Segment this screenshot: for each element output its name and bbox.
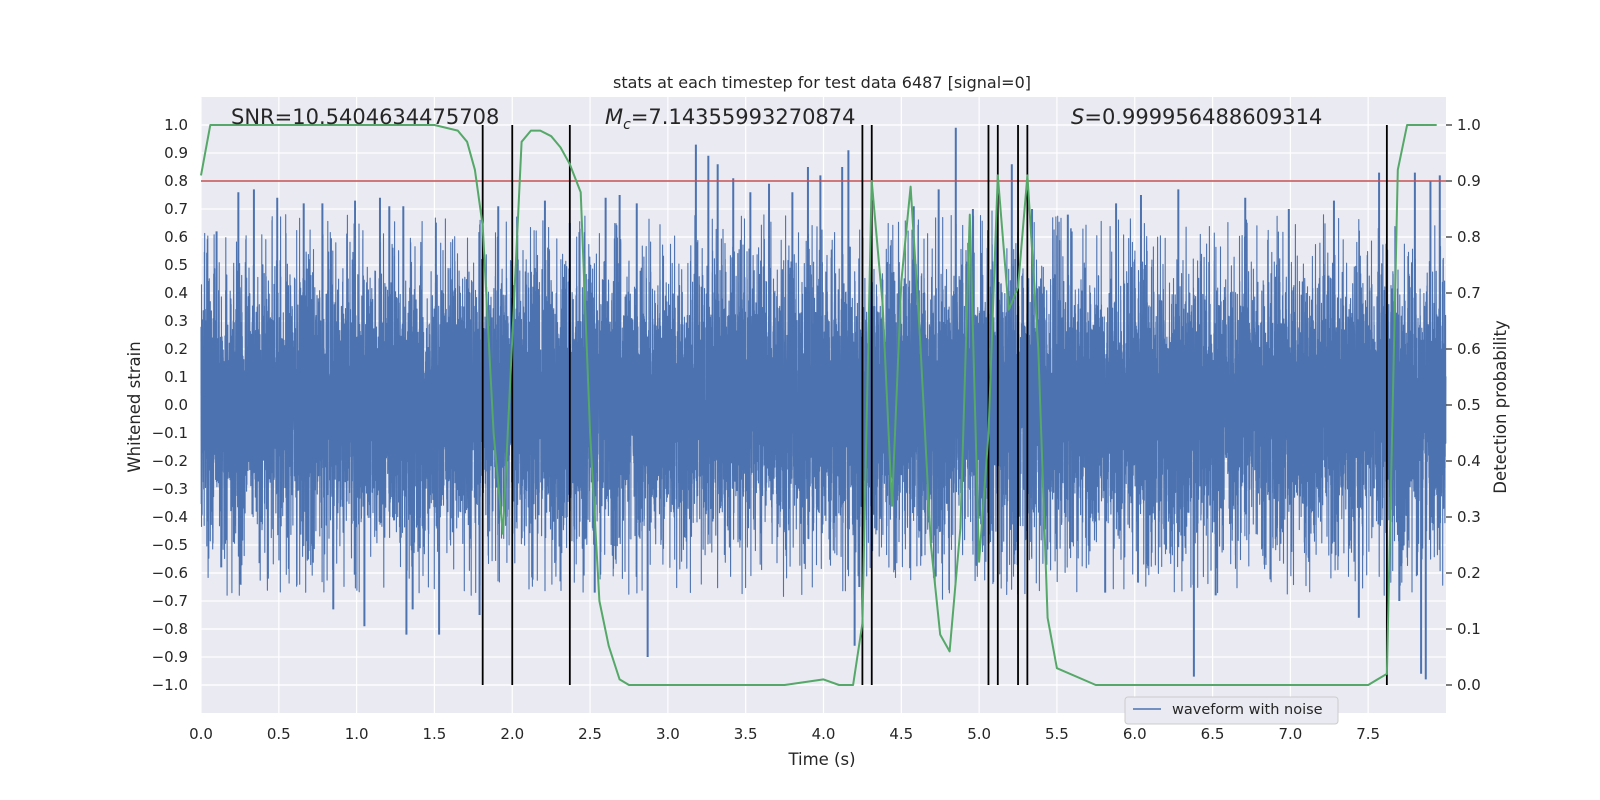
x-tick-label: 4.5 <box>889 725 913 743</box>
x-tick-label: 2.0 <box>500 725 524 743</box>
probability-series <box>200 124 1437 686</box>
s-value: =0.999956488609314 <box>1084 105 1322 129</box>
x-tick-labels: 0.0 0.5 1.0 1.5 2.0 2.5 3.0 3.5 4.0 4.5 5.0 5.5 6.0 6… <box>189 725 1380 743</box>
right-y-tick-label: 0.0 <box>1457 676 1481 694</box>
y-axis-label: Whitened strain <box>125 341 144 472</box>
y-tick-label: −1.0 <box>152 676 188 694</box>
x-tick-label: 1.5 <box>423 725 447 743</box>
legend-label: waveform with noise <box>1172 702 1323 718</box>
x-tick-label: 6.5 <box>1201 725 1225 743</box>
y-tick-label: 0.6 <box>164 228 188 246</box>
x-tick-label: 0.5 <box>267 725 291 743</box>
s-symbol: S <box>1071 105 1084 129</box>
y-tick-label: 0.7 <box>164 200 188 218</box>
right-y-tick-labels: 1.0 0.9 0.8 0.7 0.6 0.5 0.4 0.3 0.2 0.1 0.0 <box>1446 116 1481 694</box>
y-tick-label: −0.4 <box>152 508 188 526</box>
chirp-mass-symbol: M <box>605 105 623 129</box>
y-tick-label: 0.5 <box>164 256 188 274</box>
x-tick-label: 5.5 <box>1045 725 1069 743</box>
x-tick-label: 4.0 <box>812 725 836 743</box>
y-tick-labels: 1.0 0.9 0.8 0.7 0.6 0.5 0.4 0.3 0.2 0.1 0.0 −0.1 −0.… <box>152 116 188 694</box>
right-y-axis-label: Detection probability <box>1491 320 1510 494</box>
waveform-line <box>200 210 1447 600</box>
snr-annotation: SNR=10.5404634475708 <box>231 105 499 129</box>
y-tick-label: −0.2 <box>152 452 188 470</box>
x-tick-label: 2.5 <box>578 725 602 743</box>
right-y-tick-label: 0.2 <box>1457 564 1481 582</box>
x-tick-label: 3.5 <box>734 725 758 743</box>
right-y-tick-label: 0.5 <box>1457 396 1481 414</box>
right-y-tick-label: 0.8 <box>1457 228 1481 246</box>
y-tick-label: −0.8 <box>152 620 188 638</box>
y-tick-label: 0.3 <box>164 312 188 330</box>
x-tick-label: 3.0 <box>656 725 680 743</box>
x-tick-label: 7.5 <box>1356 725 1380 743</box>
y-tick-label: −0.1 <box>152 424 188 442</box>
y-tick-label: −0.6 <box>152 564 188 582</box>
y-tick-label: 0.4 <box>164 284 188 302</box>
legend-box <box>1124 696 1339 725</box>
y-tick-label: 0.9 <box>164 144 188 162</box>
y-tick-label: 0.0 <box>164 396 188 414</box>
y-tick-label: −0.5 <box>152 536 188 554</box>
y-tick-label: 0.1 <box>164 368 188 386</box>
right-y-tick-label: 0.3 <box>1457 508 1481 526</box>
x-tick-label: 5.0 <box>967 725 991 743</box>
probability-line <box>200 124 1437 686</box>
right-y-tick-label: 0.4 <box>1457 452 1481 470</box>
right-y-tick-label: 0.7 <box>1457 284 1481 302</box>
y-tick-label: 1.0 <box>164 116 188 134</box>
chirp-mass-annotation: Mc=7.14355993270874 <box>605 105 856 133</box>
right-y-tick-label: 0.1 <box>1457 620 1481 638</box>
y-tick-label: −0.3 <box>152 480 188 498</box>
legend: waveform with noise <box>1124 696 1339 725</box>
right-y-tick-label: 0.9 <box>1457 172 1481 190</box>
chart-title: stats at each timestep for test data 648… <box>613 73 1031 92</box>
x-tick-label: 0.0 <box>189 725 213 743</box>
s-annotation: S=0.999956488609314 <box>1071 105 1322 129</box>
right-y-tick-label: 1.0 <box>1457 116 1481 134</box>
y-tick-label: 0.2 <box>164 340 188 358</box>
x-tick-label: 7.0 <box>1278 725 1302 743</box>
chirp-mass-value: =7.14355993270874 <box>631 105 856 129</box>
right-y-tick-label: 0.6 <box>1457 340 1481 358</box>
x-tick-label: 1.0 <box>345 725 369 743</box>
x-tick-label: 6.0 <box>1123 725 1147 743</box>
x-axis-label: Time (s) <box>787 750 855 769</box>
chirp-mass-subscript: c <box>623 117 631 133</box>
y-tick-label: −0.7 <box>152 592 188 610</box>
y-tick-label: −0.9 <box>152 648 188 666</box>
y-tick-label: 0.8 <box>164 172 188 190</box>
